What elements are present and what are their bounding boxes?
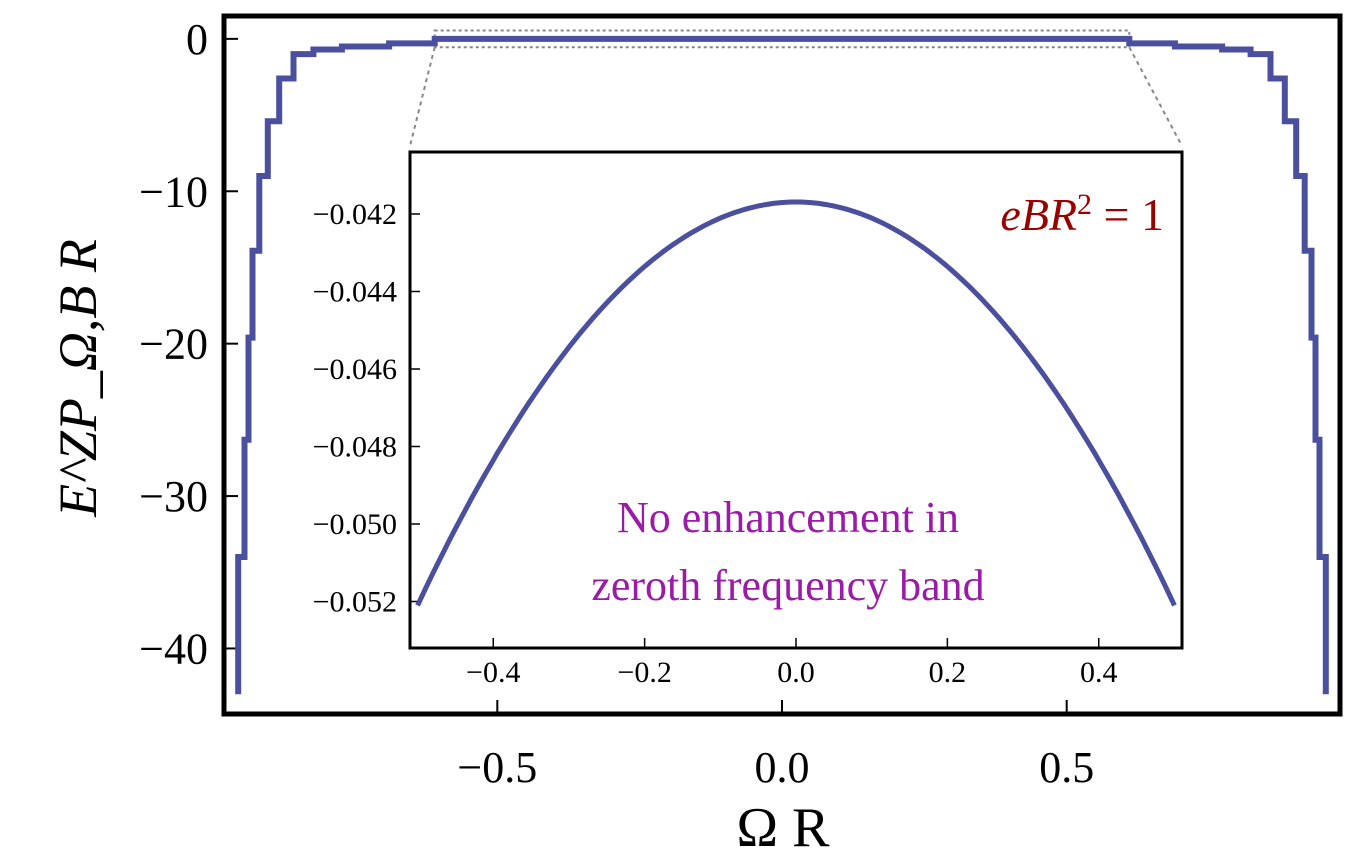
inset-y-tick-label: −0.050	[313, 508, 397, 541]
inset-tick-group: −0.4 −0.2 0.0 0.2 0.4 −0.042 −0.044 −0.046 −0.04…	[313, 198, 1118, 689]
zoom-connector-right	[1128, 46, 1183, 147]
x-axis-title: Ω R	[737, 797, 831, 856]
inset-series-group	[415, 199, 1177, 607]
inset-x-tick-label: 0.2	[929, 656, 967, 689]
zoom-indicator	[409, 29, 1183, 147]
inset-plot-frame	[408, 150, 1184, 650]
inset-y-tick-label: −0.042	[313, 198, 397, 231]
parameter-annotation-lhs: eBR	[1000, 189, 1077, 240]
main-y-tick-label: 0	[186, 15, 208, 64]
parameter-annotation-exponent: 2	[1077, 188, 1092, 221]
main-series-group	[235, 35, 1329, 695]
main-series-line	[235, 35, 1329, 695]
note-line-1: No enhancement in	[617, 493, 959, 542]
inset-x-tick-label: 0.4	[1080, 656, 1118, 689]
inset-y-tick-label: −0.052	[313, 586, 397, 619]
inset-background	[410, 152, 1182, 648]
inset-x-tick-label: −0.2	[617, 656, 671, 689]
inset-series-line	[415, 199, 1177, 607]
inset-y-tick-label: −0.044	[313, 276, 397, 309]
main-y-tick-label: −10	[139, 167, 208, 216]
main-y-tick-label: −20	[139, 320, 208, 369]
main-x-tick-label: 0.0	[755, 743, 810, 792]
parameter-annotation: eBR2 = 1	[1000, 188, 1164, 241]
zoom-connector-left	[409, 46, 436, 147]
main-x-tick-label: −0.5	[457, 743, 537, 792]
parameter-annotation-rhs: = 1	[1092, 189, 1164, 240]
inset-y-tick-label: −0.048	[313, 431, 397, 464]
x-axis-title-omega: Ω R	[737, 797, 831, 856]
inset-x-tick-label: −0.4	[466, 656, 520, 689]
main-tick-group: −0.5 0.0 0.5 0 −10 −20 −30 −40	[139, 15, 1094, 792]
y-axis-title: E^ZP_Ω,B R	[48, 239, 108, 518]
inset-y-tick-label: −0.046	[313, 353, 397, 386]
main-y-tick-label: −40	[139, 624, 208, 673]
main-x-tick-label: 0.5	[1039, 743, 1094, 792]
inset-x-tick-label: 0.0	[777, 656, 815, 689]
note-line-2: zeroth frequency band	[591, 561, 984, 610]
main-y-tick-label: −30	[139, 472, 208, 521]
